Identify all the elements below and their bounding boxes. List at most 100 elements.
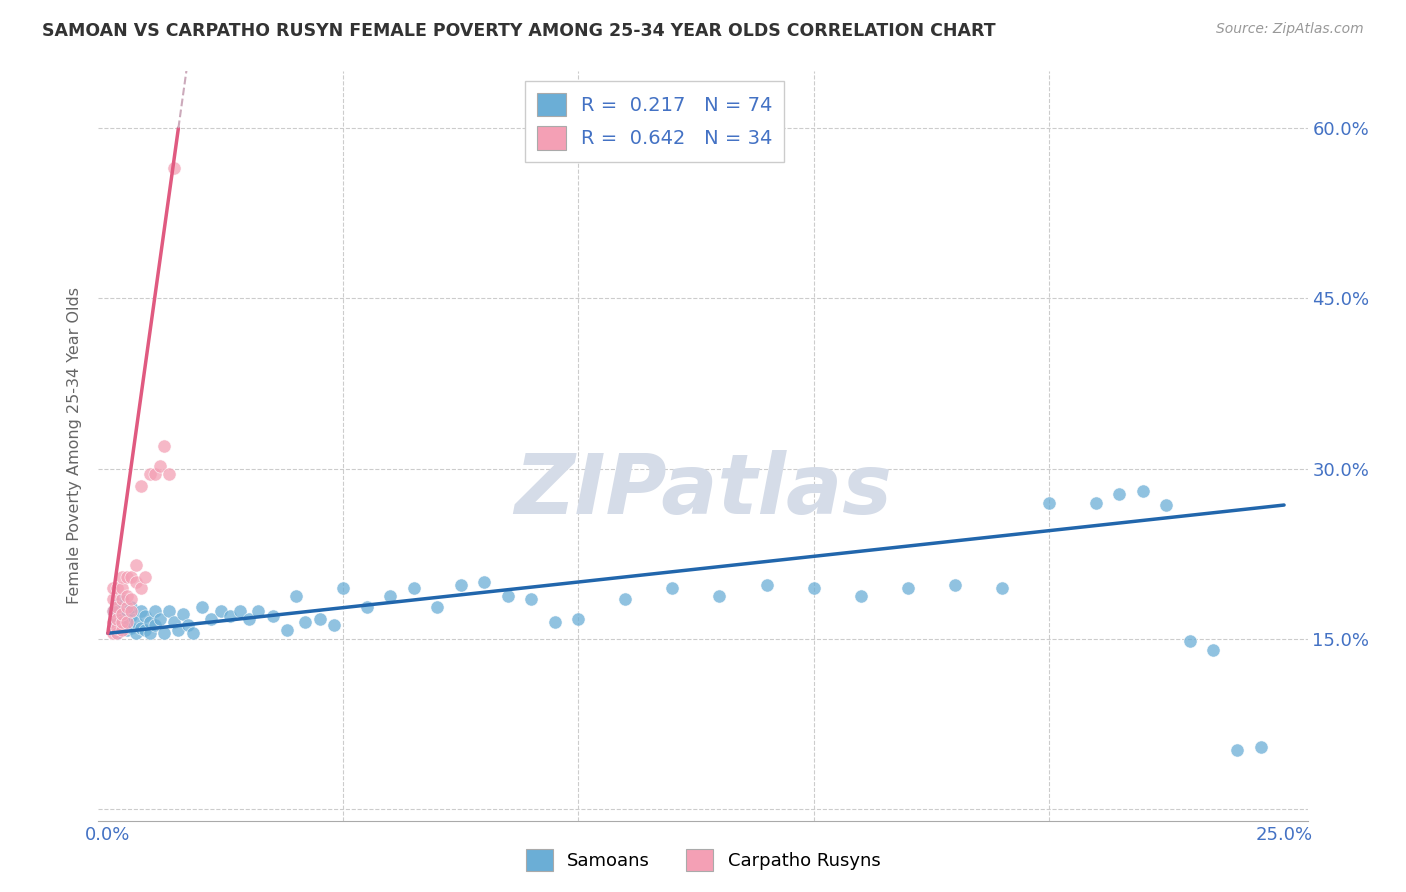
Point	[101, 621, 124, 635]
Text: Source: ZipAtlas.com: Source: ZipAtlas.com	[1216, 22, 1364, 37]
Point	[139, 615, 162, 629]
Point	[1202, 643, 1225, 657]
Point	[209, 604, 232, 618]
Point	[125, 626, 148, 640]
Point	[943, 577, 966, 591]
Point	[111, 592, 134, 607]
Point	[247, 604, 270, 618]
Point	[200, 611, 222, 625]
Point	[709, 589, 731, 603]
Point	[219, 609, 242, 624]
Point	[153, 626, 176, 640]
Point	[238, 611, 260, 625]
Point	[134, 609, 156, 624]
Point	[897, 581, 920, 595]
Point	[755, 577, 778, 591]
Point	[134, 623, 156, 637]
Point	[115, 600, 138, 615]
Point	[115, 589, 138, 603]
Point	[139, 626, 162, 640]
Text: SAMOAN VS CARPATHO RUSYN FEMALE POVERTY AMONG 25-34 YEAR OLDS CORRELATION CHART: SAMOAN VS CARPATHO RUSYN FEMALE POVERTY …	[42, 22, 995, 40]
Point	[1132, 484, 1154, 499]
Point	[143, 604, 166, 618]
Point	[285, 589, 308, 603]
Point	[120, 604, 142, 618]
Point	[101, 581, 124, 595]
Point	[105, 581, 128, 595]
Point	[115, 623, 138, 637]
Point	[1038, 496, 1060, 510]
Point	[356, 600, 378, 615]
Point	[1226, 743, 1249, 757]
Point	[157, 467, 180, 482]
Point	[105, 611, 128, 625]
Point	[262, 609, 284, 624]
Point	[101, 592, 124, 607]
Point	[191, 600, 214, 615]
Point	[450, 577, 472, 591]
Point	[129, 621, 152, 635]
Point	[177, 618, 200, 632]
Point	[105, 621, 128, 635]
Point	[157, 604, 180, 618]
Text: ZIPatlas: ZIPatlas	[515, 450, 891, 532]
Point	[120, 609, 142, 624]
Point	[322, 618, 344, 632]
Point	[1084, 496, 1107, 510]
Point	[294, 615, 316, 629]
Point	[129, 479, 152, 493]
Point	[1108, 486, 1130, 500]
Point	[567, 611, 589, 625]
Point	[402, 581, 425, 595]
Point	[276, 623, 298, 637]
Point	[111, 615, 134, 629]
Point	[153, 439, 176, 453]
Y-axis label: Female Poverty Among 25-34 Year Olds: Female Poverty Among 25-34 Year Olds	[67, 287, 83, 605]
Point	[472, 575, 495, 590]
Point	[115, 569, 138, 583]
Point	[111, 607, 134, 621]
Point	[1156, 498, 1178, 512]
Point	[111, 592, 134, 607]
Point	[129, 604, 152, 618]
Legend: R =  0.217   N = 74, R =  0.642   N = 34: R = 0.217 N = 74, R = 0.642 N = 34	[524, 81, 785, 161]
Point	[120, 621, 142, 635]
Point	[115, 615, 138, 629]
Point	[105, 626, 128, 640]
Point	[111, 569, 134, 583]
Point	[167, 623, 190, 637]
Point	[115, 604, 138, 618]
Point	[111, 618, 134, 632]
Point	[101, 626, 124, 640]
Point	[143, 618, 166, 632]
Point	[181, 626, 204, 640]
Point	[105, 598, 128, 612]
Point	[134, 569, 156, 583]
Point	[520, 592, 543, 607]
Point	[332, 581, 354, 595]
Point	[129, 581, 152, 595]
Point	[149, 611, 172, 625]
Point	[163, 161, 186, 175]
Point	[101, 604, 124, 618]
Point	[1250, 739, 1272, 754]
Point	[378, 589, 401, 603]
Point	[426, 600, 449, 615]
Point	[125, 575, 148, 590]
Point	[163, 615, 186, 629]
Point	[228, 604, 250, 618]
Point	[125, 558, 148, 573]
Point	[139, 467, 162, 482]
Point	[172, 607, 194, 621]
Point	[111, 607, 134, 621]
Point	[496, 589, 519, 603]
Point	[101, 604, 124, 618]
Point	[661, 581, 683, 595]
Legend: Samoans, Carpatho Rusyns: Samoans, Carpatho Rusyns	[519, 842, 887, 879]
Point	[1178, 634, 1201, 648]
Point	[544, 615, 567, 629]
Point	[105, 600, 128, 615]
Point	[105, 611, 128, 625]
Point	[120, 569, 142, 583]
Point	[105, 626, 128, 640]
